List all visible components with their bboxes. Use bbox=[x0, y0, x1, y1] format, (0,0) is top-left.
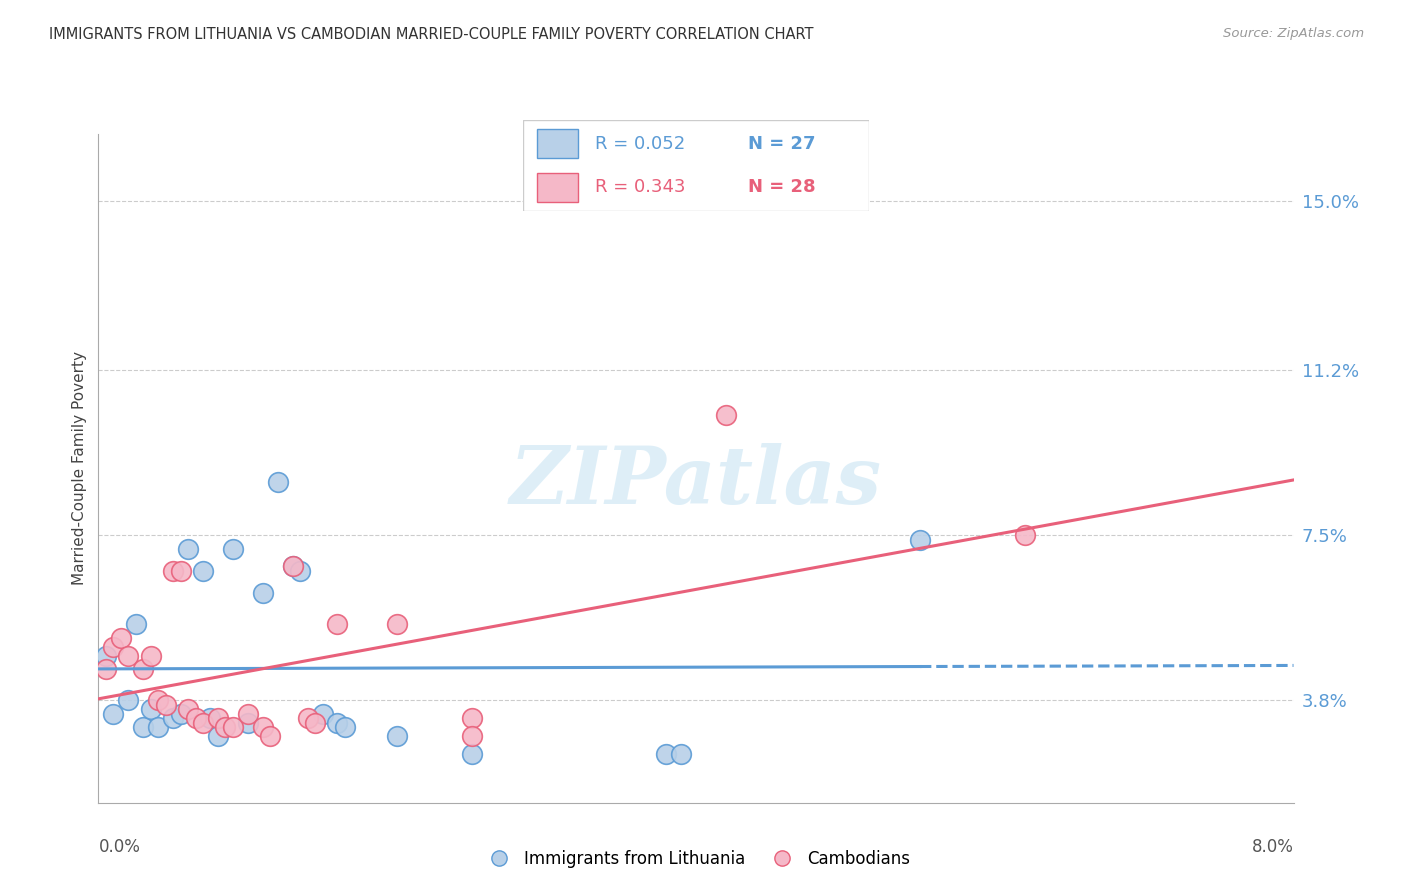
Point bbox=[281, 559, 304, 574]
Point bbox=[714, 408, 737, 422]
Point bbox=[461, 711, 484, 725]
Point bbox=[297, 711, 319, 725]
Point bbox=[259, 729, 281, 743]
Point bbox=[191, 715, 214, 730]
Point bbox=[214, 720, 236, 734]
Point bbox=[103, 640, 125, 654]
Point bbox=[1014, 528, 1036, 542]
Point bbox=[236, 715, 259, 730]
Point bbox=[908, 533, 931, 547]
Point bbox=[326, 715, 349, 730]
Point bbox=[169, 564, 191, 578]
Point bbox=[110, 631, 132, 645]
FancyBboxPatch shape bbox=[523, 120, 869, 211]
Point bbox=[117, 693, 139, 707]
Text: R = 0.343: R = 0.343 bbox=[596, 178, 686, 196]
Point bbox=[139, 648, 162, 663]
Text: N = 27: N = 27 bbox=[748, 135, 815, 153]
Point bbox=[162, 711, 184, 725]
FancyBboxPatch shape bbox=[537, 173, 578, 202]
Text: 8.0%: 8.0% bbox=[1251, 838, 1294, 856]
Point bbox=[222, 720, 245, 734]
Point bbox=[169, 706, 191, 721]
FancyBboxPatch shape bbox=[537, 129, 578, 159]
Text: R = 0.052: R = 0.052 bbox=[596, 135, 686, 153]
Point bbox=[148, 693, 170, 707]
Y-axis label: Married-Couple Family Poverty: Married-Couple Family Poverty bbox=[72, 351, 87, 585]
Point bbox=[655, 747, 678, 761]
Point bbox=[461, 729, 484, 743]
Point bbox=[669, 747, 692, 761]
Point bbox=[385, 617, 409, 632]
Point bbox=[333, 720, 356, 734]
Point bbox=[103, 706, 125, 721]
Point bbox=[184, 711, 207, 725]
Point bbox=[132, 720, 155, 734]
Point bbox=[148, 720, 170, 734]
Point bbox=[326, 617, 349, 632]
Point bbox=[139, 702, 162, 716]
Point bbox=[236, 706, 259, 721]
Point bbox=[461, 747, 484, 761]
Point bbox=[155, 698, 177, 712]
Point bbox=[311, 706, 333, 721]
Text: ZIPatlas: ZIPatlas bbox=[510, 443, 882, 520]
Point bbox=[207, 729, 229, 743]
Point bbox=[177, 702, 200, 716]
Point bbox=[125, 617, 148, 632]
Point bbox=[252, 720, 274, 734]
Point bbox=[304, 715, 326, 730]
Point bbox=[117, 648, 139, 663]
Text: N = 28: N = 28 bbox=[748, 178, 815, 196]
Text: 0.0%: 0.0% bbox=[98, 838, 141, 856]
Point bbox=[162, 564, 184, 578]
Point bbox=[385, 729, 409, 743]
Point bbox=[252, 586, 274, 600]
Point bbox=[191, 564, 214, 578]
Point bbox=[177, 541, 200, 556]
Point bbox=[222, 541, 245, 556]
Point bbox=[267, 475, 290, 489]
Point bbox=[94, 648, 117, 663]
Legend: Immigrants from Lithuania, Cambodians: Immigrants from Lithuania, Cambodians bbox=[475, 844, 917, 875]
Text: Source: ZipAtlas.com: Source: ZipAtlas.com bbox=[1223, 27, 1364, 40]
Point bbox=[200, 711, 222, 725]
Point bbox=[288, 564, 311, 578]
Text: IMMIGRANTS FROM LITHUANIA VS CAMBODIAN MARRIED-COUPLE FAMILY POVERTY CORRELATION: IMMIGRANTS FROM LITHUANIA VS CAMBODIAN M… bbox=[49, 27, 814, 42]
Point bbox=[132, 662, 155, 676]
Point bbox=[94, 662, 117, 676]
Point bbox=[207, 711, 229, 725]
Point bbox=[281, 559, 304, 574]
